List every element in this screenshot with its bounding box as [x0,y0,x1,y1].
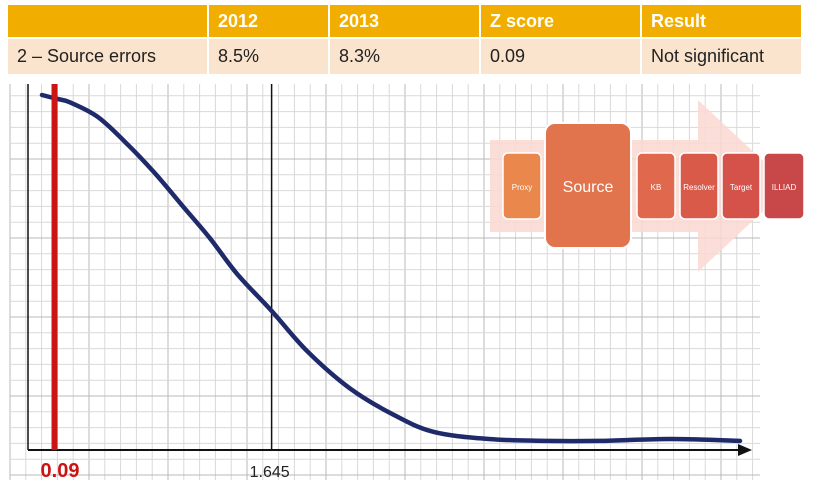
workflow-step-kb-label: KB [651,183,662,192]
workflow-step-proxy-label: Proxy [512,183,532,192]
workflow-step-source [544,122,632,249]
critical-value-label: 1.645 [250,464,290,481]
header-cell-2013: 2013 [329,5,481,38]
workflow-step-kb [636,152,676,220]
workflow-step-proxy [502,152,542,220]
workflow-step-source-label: Source [563,179,614,196]
row-label-cell: 2 – Source errors [8,37,209,74]
header-cell-label [8,5,209,38]
stats-table: 2012 2013 Z score Result 2 – Source erro… [8,5,801,74]
row-2012-cell: 8.5% [208,37,330,74]
table-header-row: 2012 2013 Z score Result [8,5,801,38]
density-curve [39,92,743,444]
table-row: 2 – Source errors 8.5% 8.3% 0.09 Not sig… [8,37,801,74]
header-cell-2012: 2012 [208,5,330,38]
row-zscore-cell: 0.09 [480,37,642,74]
row-result-cell: Not significant [641,37,801,74]
workflow-step-resolver-label: Resolver [683,183,715,192]
workflow-step-target [721,152,761,220]
z-score-label: 0.09 [41,460,80,482]
header-cell-result: Result [641,5,801,38]
x-axis-arrowhead [738,444,752,456]
workflow-step-resolver [679,152,719,220]
workflow-step-illiad [763,152,805,220]
workflow-step-target-label: Target [730,183,753,192]
workflow-step-illiad-label: ILLIAD [772,183,797,192]
row-2013-cell: 8.3% [329,37,481,74]
workflow-diagram: Proxy Source KB Resolver Target ILLIAD [490,100,805,272]
header-cell-zscore: Z score [480,5,642,38]
